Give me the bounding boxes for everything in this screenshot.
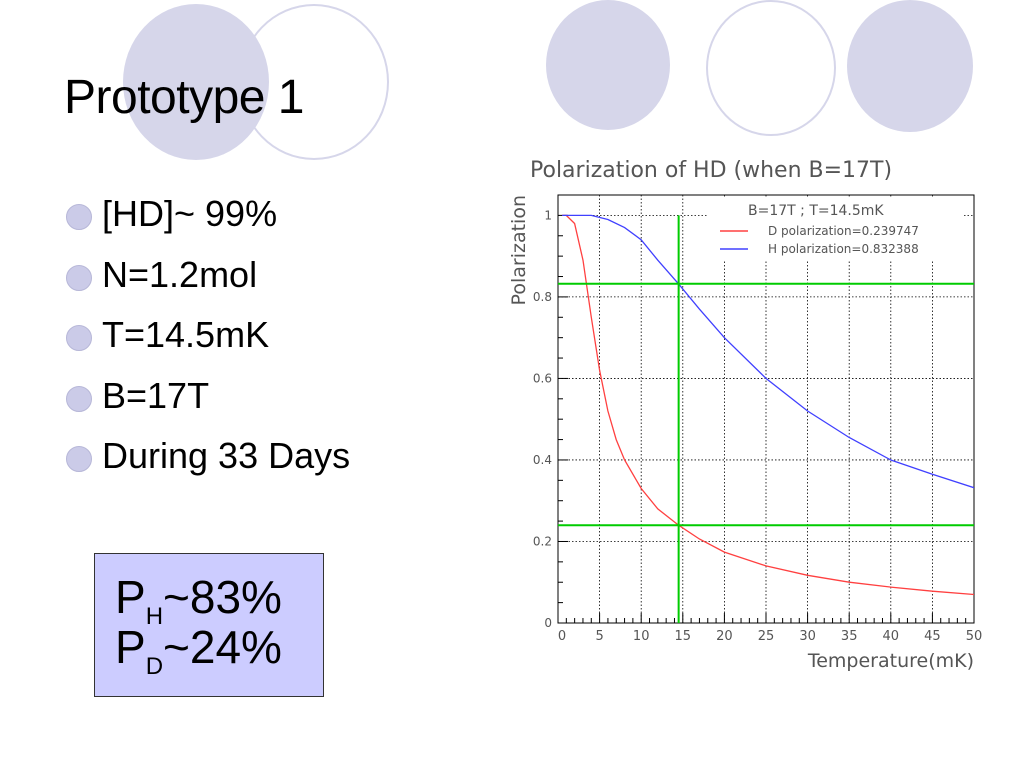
legend-entry: H polarization=0.832388 (768, 242, 919, 256)
ph-symbol: P (115, 571, 146, 623)
x-tick-label: 0 (558, 629, 566, 644)
x-tick-label: 50 (966, 629, 983, 644)
pd-result: PD~24% (115, 621, 323, 679)
bullet-text: B=17T (102, 374, 210, 416)
chart-title: Polarization of HD (when B=17T) (530, 158, 892, 183)
y-axis-label: Polarization (508, 195, 530, 305)
x-tick-label: 20 (716, 629, 733, 644)
y-tick-label: 0 (544, 616, 552, 630)
polarization-result-box: PH~83% PD~24% (94, 553, 324, 697)
x-tick-label: 45 (924, 629, 941, 644)
bullet-text: T=14.5mK (102, 314, 270, 355)
bullet-text: N=1.2mol (102, 253, 258, 295)
ph-subscript: H (145, 603, 164, 630)
x-tick-label: 5 (595, 629, 603, 644)
bullet-dot-icon (66, 325, 92, 351)
y-tick-label: 0.2 (533, 534, 552, 548)
y-tick-label: 0.6 (533, 371, 552, 385)
x-tick-label: 30 (799, 629, 816, 644)
y-tick-label: 1 (544, 208, 552, 222)
ph-value: ~83% (163, 571, 282, 623)
legend-header: B=17T ; T=14.5mK (748, 203, 884, 219)
bullet-item: N=1.2mol (64, 247, 350, 308)
series-line-h (562, 214, 974, 489)
legend-entry: D polarization=0.239747 (768, 224, 919, 238)
bullet-dot-icon (66, 264, 92, 291)
x-tick-label: 25 (758, 629, 775, 644)
bullet-item: T=14.5mK (64, 307, 350, 368)
decorative-circle (847, 0, 973, 132)
ph-result: PH~83% (115, 571, 323, 629)
series-line-d (562, 214, 974, 596)
x-tick-label: 35 (841, 629, 858, 644)
x-tick-label: 15 (675, 629, 692, 644)
slide-title: Prototype 1 (64, 71, 304, 124)
bullet-item: B=17T (64, 368, 350, 429)
pd-subscript: D (145, 653, 164, 680)
bullet-text: During 33 Days (102, 435, 351, 476)
bullet-list: [HD]~ 99% N=1.2mol T=14.5mK B=17T During… (64, 186, 350, 489)
bullet-dot-icon (66, 385, 92, 412)
bullet-dot-icon (66, 446, 92, 472)
legend-box (708, 197, 964, 261)
x-tick-label: 40 (883, 629, 900, 644)
decorative-ring (706, 0, 836, 136)
y-tick-label: 0.4 (533, 453, 552, 467)
x-tick-label: 10 (633, 629, 650, 644)
bullet-item: [HD]~ 99% (64, 186, 350, 247)
y-tick-label: 0.8 (533, 290, 552, 304)
pd-symbol: P (115, 621, 146, 673)
polarization-chart: Polarization of HD (when B=17T)0 5 10 15 20 2… (508, 158, 983, 672)
decorative-ring (239, 4, 389, 160)
decorative-circle (546, 0, 670, 130)
pd-value: ~24% (163, 621, 282, 673)
bullet-text: [HD]~ 99% (102, 193, 278, 234)
bullet-dot-icon (66, 204, 92, 230)
x-axis-label: Temperature(mK) (807, 650, 974, 672)
bullet-item: During 33 Days (64, 428, 350, 489)
